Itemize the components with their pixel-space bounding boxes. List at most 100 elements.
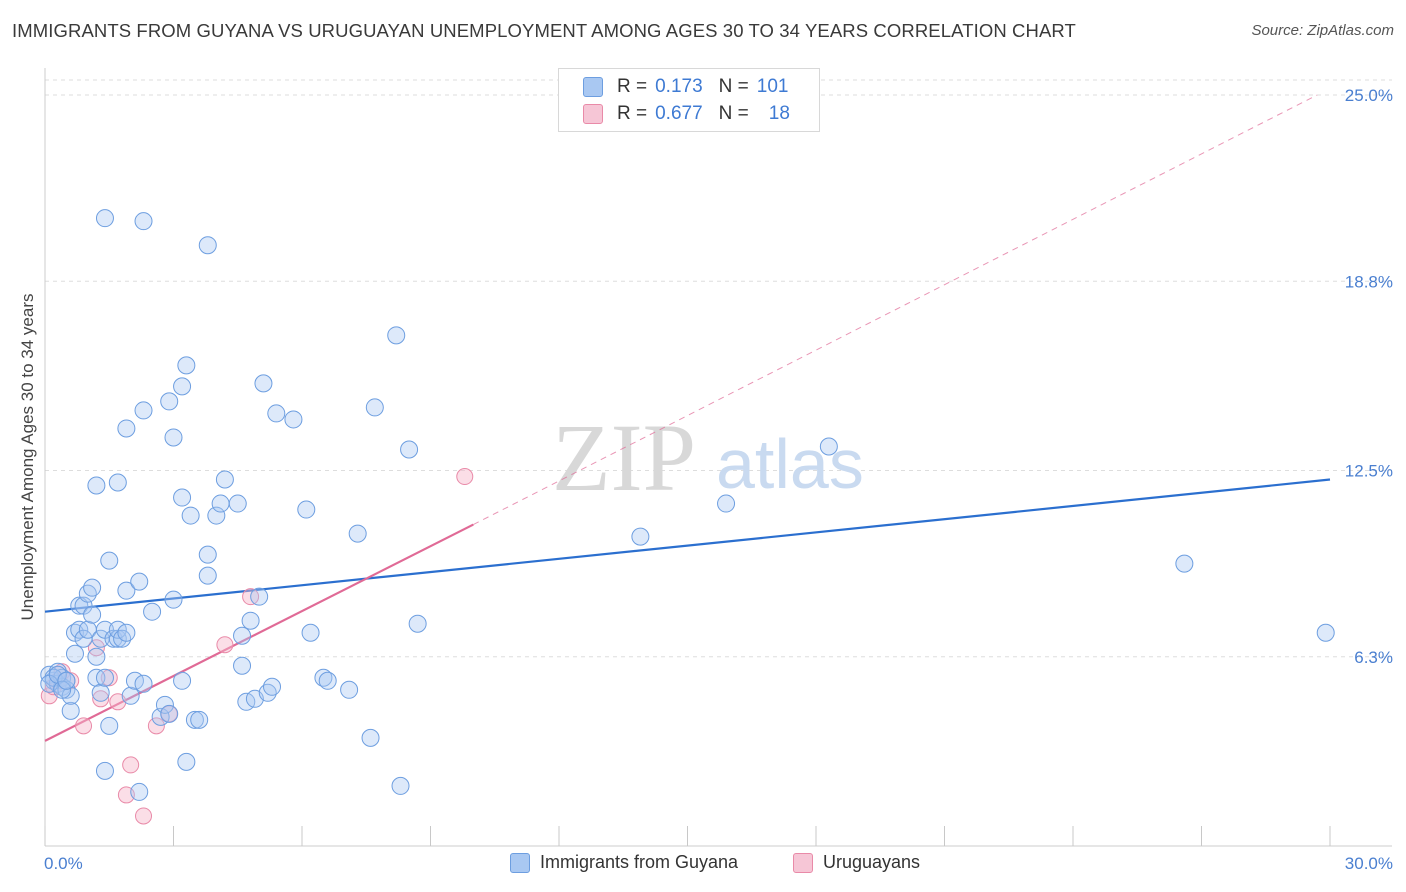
guyana-point [228,494,247,513]
guyana-point [100,716,119,735]
guyana-point [83,605,102,624]
guyana-point [117,581,136,600]
guyana-point [117,419,136,438]
legend-row-guyana: R = 0.173 N = 101 [583,74,788,100]
legend-swatch-blue [583,77,603,97]
guyana-point [134,674,153,693]
guyana-point [173,488,192,507]
y-tick-label: 6.3% [1354,648,1393,667]
watermark-atlas: atlas [716,425,864,503]
points-layer [40,209,1335,825]
series-legend: Immigrants from Guyana Uruguayans [0,852,1406,878]
guyana-point [173,671,192,690]
guyana-point [284,410,303,429]
uruguayans-point [456,468,474,486]
guyana-point [65,644,84,663]
guyana-point [391,776,410,795]
watermark: ZIP atlas [552,404,864,511]
axis-layer [44,68,1392,847]
x-tick-label: 0.0% [44,854,83,873]
guyana-point [301,623,320,642]
guyana-point [717,494,736,513]
guyana-point [1316,623,1335,642]
guyana-point [233,626,252,645]
guyana-point [185,710,204,729]
tick-layer: 6.3% 12.5% 18.8% 25.0% 0.0% 30.0% [44,86,1393,873]
legend-n-value: 18 [768,103,790,124]
guyana-point [134,212,153,231]
guyana-point [263,677,282,696]
series-legend-uruguayans: Uruguayans [793,852,920,873]
guyana-point [164,590,183,609]
legend-row-uruguayans: R = 0.677 N = 18 [583,101,790,127]
guyana-point [318,671,337,690]
guyana-point [87,476,106,495]
guyana-point [211,494,230,513]
y-tick-label: 12.5% [1345,462,1393,481]
guyana-point [130,782,149,801]
uruguayans-point [216,636,234,654]
guyana-point [297,500,316,519]
guyana-point [100,551,119,570]
guyana-point [267,404,286,423]
uruguayans-point [122,756,140,774]
guyana-point [130,572,149,591]
y-tick-label: 25.0% [1345,86,1393,105]
legend-n-value: 101 [756,76,789,97]
guyana-point [108,473,127,492]
guyana-point [61,701,80,720]
guyana-point [91,683,110,702]
guyana-point [53,680,72,699]
guyana-point [95,209,114,228]
legend-r-value: 0.677 [655,103,703,124]
legend-swatch-pink [583,104,603,124]
uruguayans-point [92,690,110,708]
guyana-point [117,623,136,642]
legend-r-label: R = [617,76,648,97]
guyana-point [254,374,273,393]
guyana-point [241,611,260,630]
guyana-point [173,377,192,396]
legend-r-value: 0.173 [655,76,703,97]
guyana-point [155,695,174,714]
guyana-point [215,470,234,489]
watermark-zip: ZIP [552,404,696,511]
uruguayans-trendline [44,523,474,742]
trend-layer [44,94,1331,742]
series-swatch-pink [793,852,813,873]
guyana-point [57,671,76,690]
guyana-point [631,527,650,546]
guyana-point [340,680,359,699]
guyana-point [819,437,838,456]
guyana-point [143,602,162,621]
series-label-uruguayans: Uruguayans [823,852,921,872]
guyana-point [408,614,427,633]
guyana-point [95,668,114,687]
guyana-point [198,545,217,564]
guyana-point [177,752,196,771]
uruguayans-point [147,717,165,735]
guyana-trendline [44,478,1331,613]
guyana-point [400,440,419,459]
uruguayans-point [109,693,127,711]
guyana-point [121,686,140,705]
source-label: Source: ZipAtlas.com [1251,22,1394,39]
x-tick-label: 30.0% [1345,854,1393,873]
guyana-point [95,761,114,780]
guyana-point [250,587,269,606]
guyana-point [177,356,196,375]
legend-n-label: N = [718,76,749,97]
guyana-point [198,236,217,255]
guyana-point [361,728,380,747]
chart-title: IMMIGRANTS FROM GUYANA VS URUGUAYAN UNEM… [12,20,1076,41]
guyana-point [164,428,183,447]
uruguayans-trendline-extension [473,94,1318,526]
guyana-point [348,524,367,543]
series-swatch-blue [510,852,530,873]
uruguayans-point [75,717,93,735]
guyana-point [190,710,209,729]
guyana-point [198,566,217,585]
guyana-point [1175,554,1194,573]
guyana-point [387,326,406,345]
